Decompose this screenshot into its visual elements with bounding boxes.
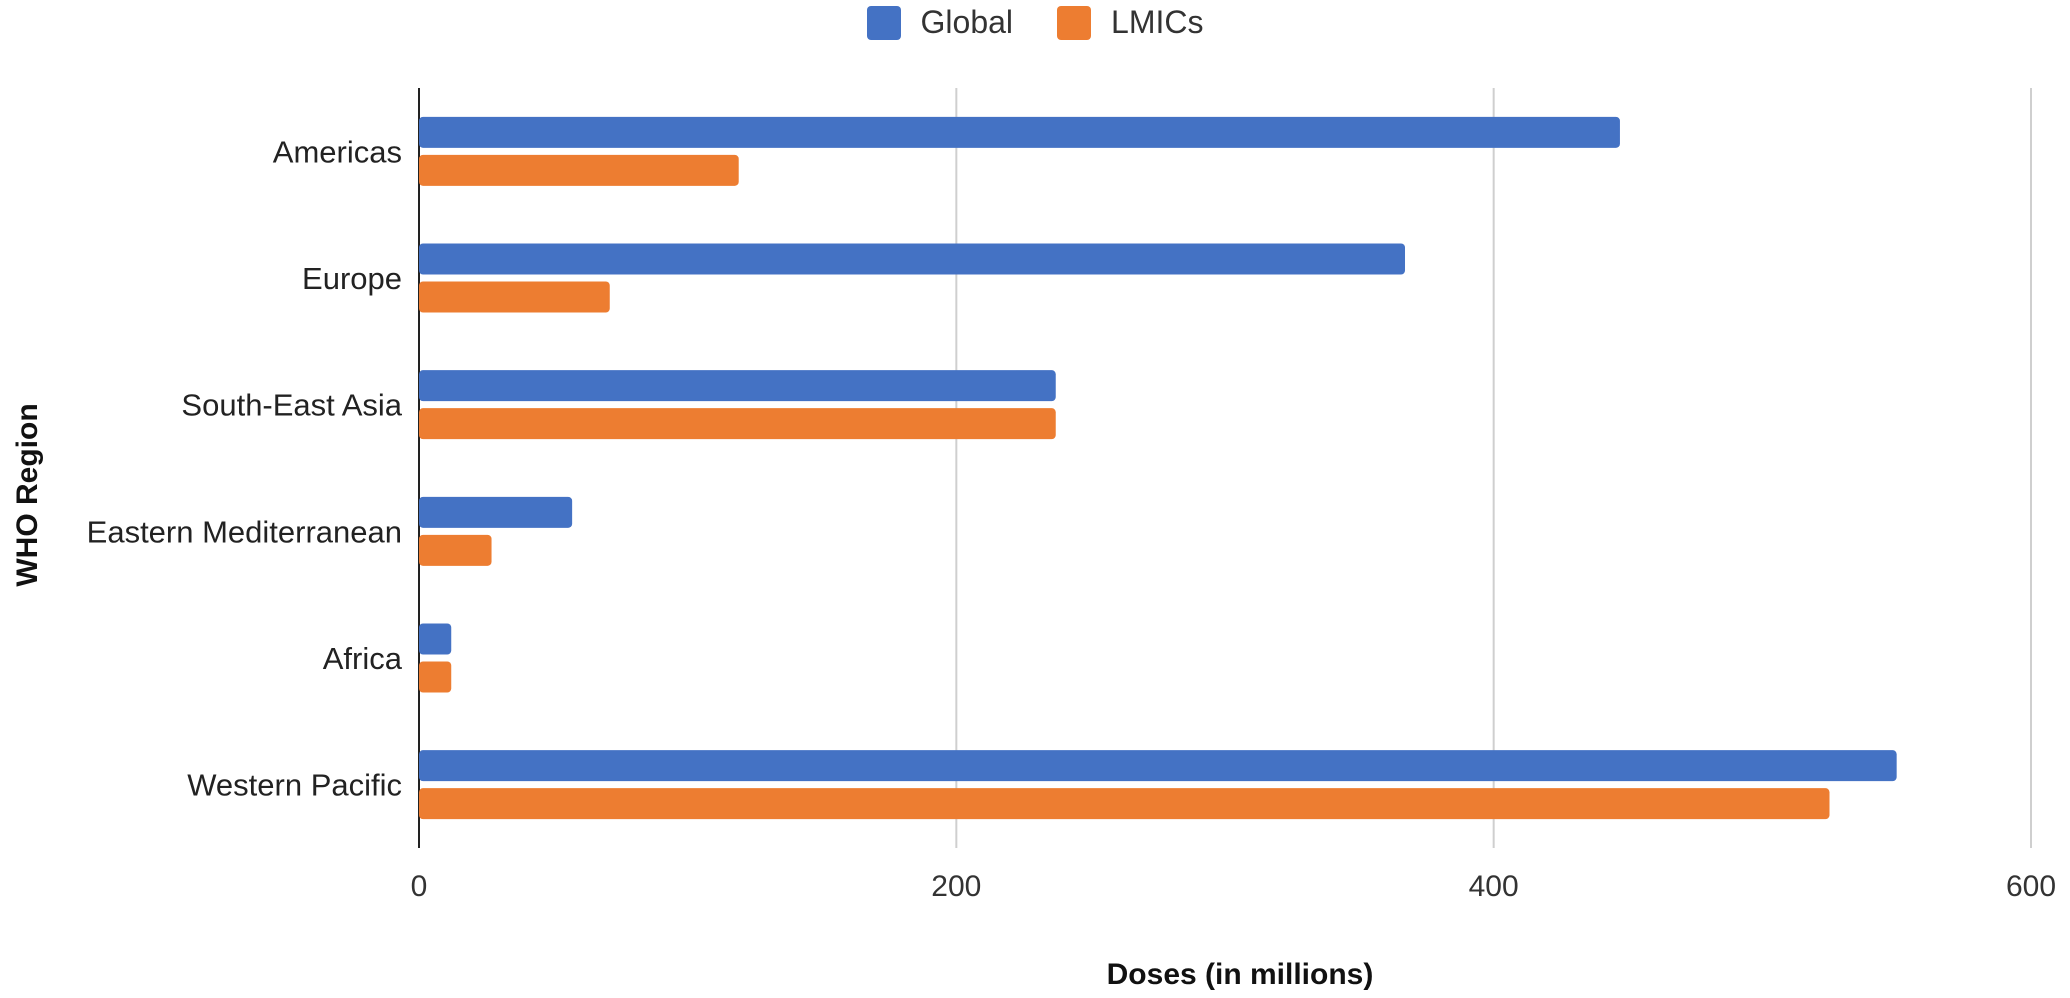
y-tick-label-eastern-mediterranean: Eastern Mediterranean [87,514,402,549]
x-tick-label-600: 600 [2006,870,2056,903]
legend-item-global[interactable]: Global [866,4,1014,41]
y-tick-label-western-pacific: Western Pacific [187,768,402,803]
legend-item-lmics[interactable]: LMICs [1057,4,1203,41]
bar-global-eastern-mediterranean [419,496,573,528]
y-tick-label-africa: Africa [323,641,403,676]
bar-lmics-western-pacific [419,788,1830,820]
bar-global-africa [419,623,452,655]
legend-swatch-global [866,5,901,40]
bar-global-south-east-asia [419,370,1056,402]
bar-global-western-pacific [419,750,1897,782]
y-tick-label-south-east-asia: South-East Asia [181,388,402,423]
legend-label-lmics: LMICs [1111,4,1204,40]
legend-label-global: Global [920,4,1014,40]
x-tick-label-200: 200 [931,870,981,903]
x-tick-label-400: 400 [1469,870,1519,903]
legend-swatch-lmics [1057,5,1092,40]
y-axis-title: WHO Region [11,403,44,587]
bar-lmics-south-east-asia [419,408,1056,440]
bar-global-europe [419,243,1406,275]
bar-global-americas [419,116,1620,148]
x-axis-title: Doses (in millions) [1106,958,1374,991]
bar-lmics-europe [419,281,610,313]
bar-lmics-africa [419,661,452,693]
bar-lmics-eastern-mediterranean [419,534,492,566]
bar-lmics-americas [419,154,739,186]
y-tick-label-americas: Americas [273,134,402,169]
legend: Global LMICs [0,4,2070,41]
y-tick-label-europe: Europe [302,261,402,296]
x-tick-label-0: 0 [411,870,428,903]
